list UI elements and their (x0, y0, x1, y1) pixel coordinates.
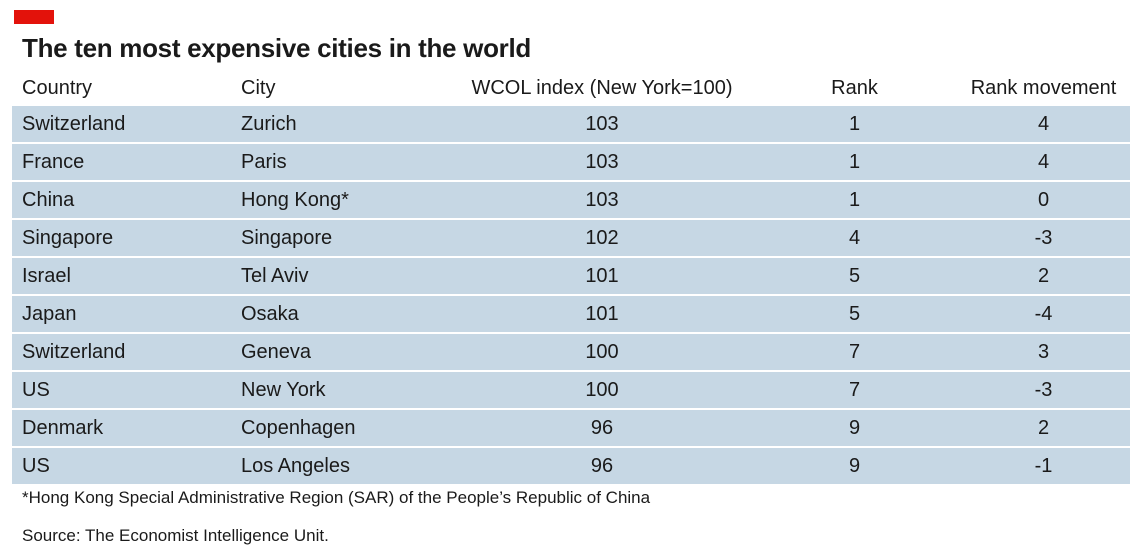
table-row: US Los Angeles 96 9 -1 (12, 448, 1130, 484)
table-row: US New York 100 7 -3 (12, 372, 1130, 408)
cell-rank: 7 (848, 340, 861, 363)
cell-rank-movement: -3 (1034, 378, 1053, 401)
cell-wcol-index: 103 (585, 188, 619, 211)
cell-country: Switzerland (22, 340, 126, 363)
header-country: Country (22, 76, 93, 99)
cell-rank-movement: 2 (1037, 264, 1050, 287)
cell-country: Israel (22, 264, 71, 287)
cell-rank-movement: -4 (1034, 302, 1053, 325)
cell-wcol-index: 96 (590, 454, 614, 477)
chart-title: The ten most expensive cities in the wor… (22, 33, 531, 63)
cell-wcol-index: 96 (590, 416, 614, 439)
cell-country: US (22, 378, 50, 401)
table-row: France Paris 103 1 4 (12, 144, 1130, 180)
brand-tag (14, 10, 54, 24)
cell-rank: 1 (848, 150, 861, 173)
table-row: Switzerland Geneva 100 7 3 (12, 334, 1130, 370)
cell-rank: 1 (848, 112, 861, 135)
cell-city: Paris (241, 150, 287, 173)
cell-wcol-index: 103 (585, 150, 619, 173)
cell-rank: 4 (848, 226, 861, 249)
cell-city: Hong Kong* (241, 188, 349, 211)
cell-rank-movement: 4 (1037, 150, 1050, 173)
cell-rank-movement: -3 (1034, 226, 1053, 249)
cell-wcol-index: 101 (585, 264, 619, 287)
cell-wcol-index: 101 (585, 302, 619, 325)
cell-rank: 5 (848, 302, 861, 325)
source-note: Source: The Economist Intelligence Unit. (22, 526, 329, 545)
cell-city: New York (241, 378, 326, 401)
cell-country: Denmark (22, 416, 104, 439)
cell-rank: 7 (848, 378, 861, 401)
cell-rank-movement: 4 (1037, 112, 1050, 135)
cell-country: Switzerland (22, 112, 126, 135)
cell-rank: 9 (848, 454, 861, 477)
table-body: Switzerland Zurich 103 1 4 France Paris 103 1 4 Ch… (12, 106, 1130, 484)
cell-city: Geneva (241, 340, 312, 363)
cell-city: Copenhagen (241, 416, 356, 439)
cell-city: Tel Aviv (241, 264, 309, 287)
cell-wcol-index: 100 (585, 340, 619, 363)
cell-rank-movement: 3 (1037, 340, 1050, 363)
cell-country: France (22, 150, 85, 173)
header-wcol-index: WCOL index (New York=100) (471, 76, 733, 99)
table-header: Country City WCOL index (New York=100) R… (12, 70, 1130, 106)
table-row: Israel Tel Aviv 101 5 2 (12, 258, 1130, 294)
cell-city: Los Angeles (241, 454, 350, 477)
table-row: Singapore Singapore 102 4 -3 (12, 220, 1130, 256)
header-rank: Rank (831, 76, 878, 99)
cell-city: Osaka (241, 302, 299, 325)
cell-country: US (22, 454, 50, 477)
cell-rank: 5 (848, 264, 861, 287)
table-row: Denmark Copenhagen 96 9 2 (12, 410, 1130, 446)
cell-wcol-index: 103 (585, 112, 619, 135)
cell-rank: 9 (848, 416, 861, 439)
table-row: Japan Osaka 101 5 -4 (12, 296, 1130, 332)
cell-city: Singapore (241, 226, 333, 249)
cell-rank-movement: 2 (1037, 416, 1050, 439)
table-row: China Hong Kong* 103 1 0 (12, 182, 1130, 218)
cell-wcol-index: 102 (585, 226, 619, 249)
cell-rank-movement: 0 (1037, 188, 1050, 211)
cell-country: Singapore (22, 226, 114, 249)
footnote: *Hong Kong Special Administrative Region… (22, 488, 651, 507)
cell-country: China (22, 188, 75, 211)
cell-rank-movement: -1 (1034, 454, 1053, 477)
header-city: City (241, 76, 276, 99)
cell-wcol-index: 100 (585, 378, 619, 401)
cities-table: Country City WCOL index (New York=100) R… (12, 70, 1130, 486)
table-row: Switzerland Zurich 103 1 4 (12, 106, 1130, 142)
cell-city: Zurich (241, 112, 297, 135)
cell-rank: 1 (848, 188, 861, 211)
cell-country: Japan (22, 302, 77, 325)
header-rank-movement: Rank movement (970, 76, 1117, 99)
